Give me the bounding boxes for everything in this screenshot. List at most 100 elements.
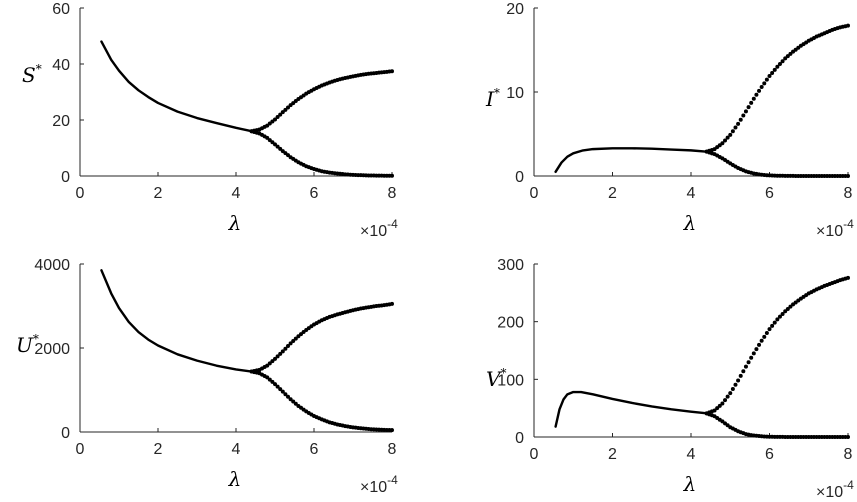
series-dot xyxy=(775,317,780,322)
series-dot xyxy=(283,346,288,351)
y-axis-label-superscript: * xyxy=(33,332,39,346)
series-dot xyxy=(767,327,772,332)
series-dot xyxy=(754,347,759,352)
series-dot xyxy=(288,341,293,346)
series-dot xyxy=(757,88,762,93)
series-dot xyxy=(717,403,722,408)
y-tick-label: 60 xyxy=(52,1,70,18)
x-tick-label: 6 xyxy=(310,441,319,458)
series-dot xyxy=(286,344,290,349)
x-tick-label: 2 xyxy=(608,185,617,202)
y-tick-label: 2000 xyxy=(34,341,70,358)
series-dot xyxy=(757,342,762,347)
series-dot xyxy=(278,146,283,151)
series-dot xyxy=(291,399,296,404)
series-dot xyxy=(270,359,275,364)
series-dot xyxy=(770,323,775,328)
series-dot xyxy=(280,389,285,394)
x-tick-label: 0 xyxy=(530,446,539,463)
series-dot xyxy=(275,115,280,120)
series-dot xyxy=(736,378,741,383)
series-dot xyxy=(278,112,283,117)
series-dot xyxy=(764,77,769,82)
series-dot xyxy=(291,339,296,343)
series-dot xyxy=(743,364,748,369)
series-dot xyxy=(846,435,850,439)
series-dot xyxy=(749,355,754,360)
chart-panel-2: 0 2 4 6 8 0 10 20 I* λ ×10-4 xyxy=(485,1,854,240)
y-tick-label: 0 xyxy=(515,169,524,186)
y-axis-label-main: V xyxy=(486,367,503,391)
series-dot xyxy=(273,356,277,361)
series-dot xyxy=(730,129,735,134)
series-dotted-1 xyxy=(704,275,850,416)
series-dot xyxy=(785,306,790,311)
y-tick-label: 40 xyxy=(52,57,70,74)
series-dot xyxy=(846,174,850,178)
y-axis-label: S* xyxy=(22,62,42,87)
series-solid-line xyxy=(100,40,253,133)
series-dot xyxy=(777,62,782,66)
x-axis-multiplier-exponent: -4 xyxy=(843,217,854,231)
series-dot xyxy=(265,375,270,380)
series-solid-line xyxy=(554,147,708,174)
series-dot xyxy=(280,110,285,115)
y-axis-label-superscript: * xyxy=(494,86,500,100)
series-dot xyxy=(738,117,743,122)
x-axis-multiplier: ×10-4 xyxy=(360,217,398,240)
series-dotted-2 xyxy=(249,129,394,178)
series-dot xyxy=(785,54,790,59)
series-dot xyxy=(762,334,767,339)
series-dot xyxy=(743,109,748,114)
series-dot xyxy=(286,105,290,110)
series-dot xyxy=(738,373,743,378)
y-tick-label: 4000 xyxy=(34,257,70,274)
y-tick-label: 10 xyxy=(506,85,524,102)
series-dot xyxy=(780,311,785,316)
y-axis-label-main: U xyxy=(16,333,34,357)
y-tick-label: 200 xyxy=(497,315,524,332)
series-dot xyxy=(780,59,785,64)
series-dot xyxy=(770,70,775,75)
series-dot xyxy=(767,74,772,79)
series-solid-line xyxy=(100,269,253,373)
x-axis-multiplier-exponent: -4 xyxy=(387,473,398,487)
series-dot xyxy=(728,132,733,137)
y-axis-label-main: S xyxy=(22,63,36,87)
y-axis-label-superscript: * xyxy=(36,62,42,76)
x-axis-multiplier-exponent: -4 xyxy=(387,217,398,231)
series-dot xyxy=(733,382,738,387)
x-tick-label: 4 xyxy=(232,441,241,458)
series-dot xyxy=(730,386,735,391)
series-dot xyxy=(720,141,725,146)
series-dot xyxy=(275,384,280,389)
series-dot xyxy=(728,391,733,396)
series-dot xyxy=(275,144,280,149)
series-dot xyxy=(273,382,277,387)
chart-panel-1: 0 2 4 6 8 0 20 40 60 S* λ ×10-4 xyxy=(22,1,398,240)
series-dot xyxy=(267,377,272,382)
series-dot xyxy=(725,394,730,399)
y-axis-label: U* xyxy=(16,332,39,357)
series-dot xyxy=(720,401,725,406)
x-tick-label: 4 xyxy=(687,446,696,463)
series-dot xyxy=(741,369,746,374)
series-dot xyxy=(759,338,764,343)
x-tick-label: 0 xyxy=(76,441,85,458)
x-tick-label: 2 xyxy=(154,185,163,202)
chart-panel-3: 0 2 4 6 8 0 2000 4000 U* λ ×10-4 xyxy=(16,257,398,496)
series-dot xyxy=(775,64,780,69)
x-tick-label: 2 xyxy=(154,441,163,458)
x-axis-multiplier-exponent: -4 xyxy=(843,478,854,492)
x-tick-label: 2 xyxy=(608,446,617,463)
series-dot xyxy=(749,100,754,105)
series-dot xyxy=(273,142,277,147)
series-dot xyxy=(725,135,730,140)
y-tick-label: 0 xyxy=(61,425,70,442)
x-tick-label: 6 xyxy=(765,185,774,202)
x-axis-multiplier-base: ×10 xyxy=(816,484,843,501)
y-axis-label-superscript: * xyxy=(500,366,506,380)
x-axis-label: λ xyxy=(683,472,697,496)
series-dot xyxy=(846,23,850,28)
